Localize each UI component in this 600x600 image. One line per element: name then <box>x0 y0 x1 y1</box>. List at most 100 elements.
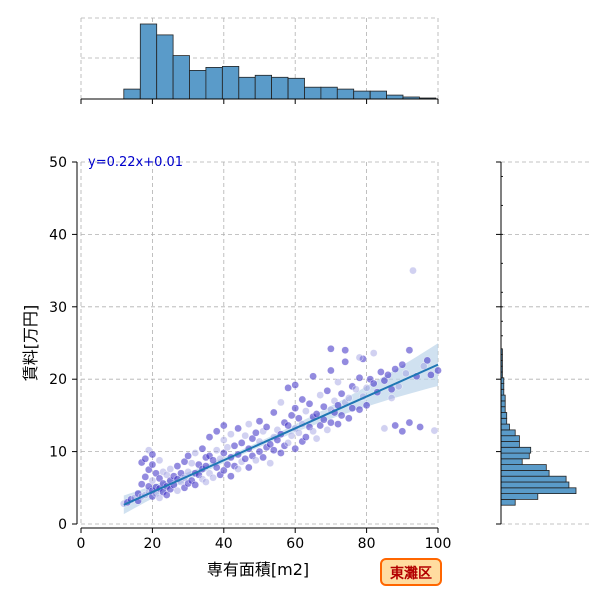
scatter-point <box>294 414 303 423</box>
scatter-point <box>155 494 164 502</box>
scatter-point <box>223 460 232 469</box>
scatter-point <box>323 426 332 434</box>
scatter-point <box>427 371 435 379</box>
scatter-point <box>405 346 414 355</box>
scatter-point <box>287 411 296 420</box>
scatter-point <box>137 480 146 489</box>
scatter-point <box>355 405 364 414</box>
axes <box>72 98 502 533</box>
scatter-point <box>362 401 371 410</box>
histogram-bar <box>500 493 539 500</box>
histogram-bar <box>500 475 567 483</box>
scatter-point <box>155 456 164 465</box>
scatter-point <box>391 421 400 430</box>
scatter-point <box>312 410 321 418</box>
histogram-bar <box>189 70 207 100</box>
scatter-point <box>262 423 271 431</box>
scatter-point <box>162 491 171 499</box>
scatter-point <box>419 362 428 371</box>
scatter-point <box>327 366 335 375</box>
scatter-point <box>305 399 314 408</box>
scatter-point <box>355 353 364 362</box>
scatter-point <box>341 346 350 355</box>
scatter-point <box>327 418 335 427</box>
regression-equation: y=0.22x+0.01 <box>88 155 183 170</box>
scatter-point <box>316 421 325 430</box>
x-tick-label: 0 <box>77 536 86 552</box>
scatter-point <box>302 407 310 415</box>
scatter-point <box>319 402 328 411</box>
scatter-point <box>244 420 253 428</box>
x-axis-label: 専有面積[m2] <box>207 560 309 579</box>
scatter-point <box>234 465 242 473</box>
histogram-bar <box>500 400 506 408</box>
scatter-points <box>120 266 442 508</box>
histogram-bar <box>500 481 570 489</box>
histogram-bar <box>156 34 174 100</box>
scatter-point <box>277 449 285 457</box>
y-tick-label: 40 <box>49 227 67 243</box>
scatter-point <box>369 349 378 357</box>
y-tick-label: 10 <box>49 445 67 461</box>
y-axis-label: 賃料[万円] <box>21 305 40 382</box>
x-tick-label: 40 <box>215 536 233 552</box>
scatter-point <box>294 428 303 437</box>
scatter-point <box>227 472 235 481</box>
y-tick-label: 30 <box>49 300 67 316</box>
histogram-bar <box>500 417 508 425</box>
scatter-point <box>298 395 307 404</box>
scatter-point <box>269 446 278 455</box>
right-hist-grid <box>501 161 590 525</box>
scatter-point <box>244 463 253 472</box>
scatter-point <box>430 426 439 435</box>
scatter-point <box>234 424 242 433</box>
scatter-point <box>387 394 396 402</box>
histogram-bar <box>500 435 520 442</box>
scatter-point <box>402 369 410 378</box>
histogram-bar <box>500 487 577 494</box>
scatter-point <box>369 379 378 388</box>
scatter-point <box>316 391 325 399</box>
histogram-bar <box>500 452 530 460</box>
scatter-point <box>362 384 371 392</box>
scatter-point <box>269 408 278 417</box>
histogram-bar <box>500 394 506 402</box>
y-tick-label: 0 <box>58 517 67 533</box>
scatter-point <box>344 414 353 423</box>
scatter-point <box>266 440 275 449</box>
histogram-bar <box>500 458 523 465</box>
histogram-bar <box>271 76 289 100</box>
histogram-bar <box>500 423 510 431</box>
scatter-point <box>337 389 346 398</box>
scatter-point <box>344 394 353 402</box>
scatter-point <box>223 443 232 452</box>
main-grid <box>80 161 439 525</box>
scatter-point <box>277 398 285 407</box>
scatter-point <box>219 421 228 430</box>
scatter-point <box>391 365 400 373</box>
scatter-point <box>237 439 246 447</box>
scatter-point <box>327 344 335 353</box>
scatter-point <box>352 385 360 394</box>
histogram-bar <box>304 86 322 100</box>
scatter-point <box>284 439 292 447</box>
marginal-y-histogram <box>500 175 577 506</box>
scatter-point <box>252 428 260 437</box>
scatter-point <box>377 368 385 376</box>
scatter-point <box>212 446 221 455</box>
scatter-point <box>334 420 342 428</box>
scatter-point <box>166 465 175 473</box>
scatter-point <box>191 449 199 457</box>
scatter-point <box>255 447 264 456</box>
tick-labels: 0 20 40 60 80 100 0 10 20 30 40 50 <box>49 155 451 552</box>
district-badge-label: 東灘区 <box>390 565 432 582</box>
scatter-point <box>380 424 389 433</box>
scatter-point <box>355 373 364 382</box>
regression-line-path <box>123 363 439 506</box>
histogram-bar <box>500 429 516 437</box>
histogram-bar <box>336 88 355 100</box>
scatter-point <box>309 427 317 436</box>
scatter-point <box>212 427 221 436</box>
scatter-point <box>202 478 210 486</box>
